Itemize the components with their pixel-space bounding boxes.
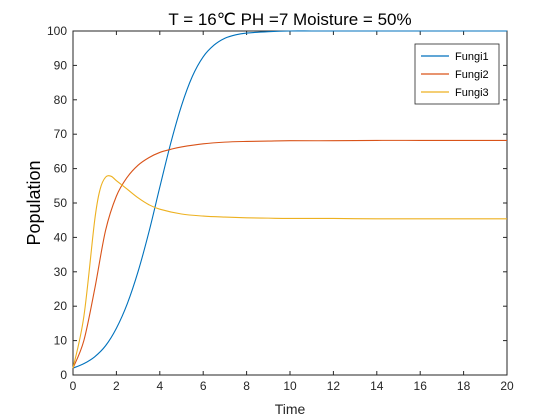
y-axis-label: Population: [24, 160, 44, 245]
chart-title: T = 16℃ PH =7 Moisture = 50%: [168, 10, 411, 29]
x-tick-label: 4: [156, 379, 163, 393]
x-axis-label: Time: [275, 401, 306, 417]
y-tick-label: 20: [54, 299, 68, 313]
legend-label: Fungi3: [455, 87, 489, 99]
x-tick-label: 16: [414, 379, 428, 393]
y-tick-label: 90: [54, 58, 68, 72]
y-tick-label: 40: [54, 230, 68, 244]
y-tick-label: 70: [54, 127, 68, 141]
y-tick-label: 10: [54, 334, 68, 348]
y-tick-label: 0: [60, 368, 67, 382]
legend: Fungi1 Fungi2 Fungi3: [415, 44, 499, 104]
y-tick-label: 30: [54, 265, 68, 279]
x-tick-label: 8: [243, 379, 250, 393]
x-tick-label: 18: [457, 379, 471, 393]
x-tick-label: 10: [283, 379, 297, 393]
y-tick-label: 100: [47, 24, 67, 38]
x-tick-label: 14: [370, 379, 384, 393]
x-tick-label: 2: [113, 379, 120, 393]
y-tick-label: 50: [54, 196, 68, 210]
x-tick-label: 6: [200, 379, 207, 393]
legend-label: Fungi1: [455, 51, 489, 63]
legend-label: Fungi2: [455, 69, 489, 81]
x-tick-label: 0: [70, 379, 77, 393]
y-tick-label: 80: [54, 93, 68, 107]
y-tick-label: 60: [54, 162, 68, 176]
x-tick-label: 12: [327, 379, 341, 393]
x-tick-label: 20: [500, 379, 514, 393]
